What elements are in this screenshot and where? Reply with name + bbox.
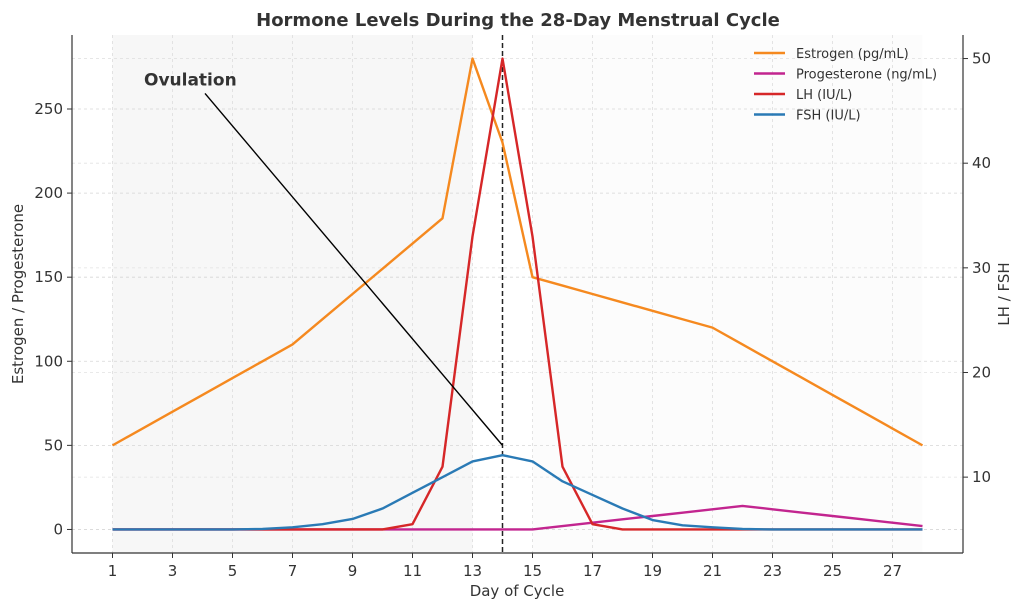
y-left-tick-label: 50 — [44, 436, 63, 454]
x-tick-label: 27 — [883, 562, 902, 580]
y-axis-right-label: LH / FSH — [995, 262, 1013, 325]
x-tick-label: 15 — [523, 562, 542, 580]
legend-label: Progesterone (ng/mL) — [796, 68, 937, 83]
x-tick-label: 1 — [108, 562, 118, 580]
y-left-tick-label: 150 — [34, 268, 63, 286]
y-right-tick-label: 20 — [972, 363, 991, 381]
legend-label: FSH (IU/L) — [796, 109, 861, 124]
annotation: Ovulation — [144, 70, 504, 446]
x-tick-label: 19 — [643, 562, 662, 580]
x-tick-label: 13 — [463, 562, 482, 580]
y-left-tick-label: 200 — [34, 184, 63, 202]
x-tick-label: 3 — [168, 562, 178, 580]
y-axis-left-label: Estrogen / Progesterone — [9, 204, 27, 384]
series-lines — [111, 35, 924, 553]
y-left-tick-label: 0 — [53, 520, 63, 538]
y-right-tick-label: 30 — [972, 259, 991, 277]
y-right-tick-label: 50 — [972, 50, 991, 68]
legend: Estrogen (pg/mL) Progesterone (ng/mL) LH (… — [754, 47, 937, 124]
x-tick-label: 7 — [288, 562, 298, 580]
x-tick-label: 17 — [583, 562, 602, 580]
chart-title: Hormone Levels During the 28-Day Menstru… — [256, 10, 780, 31]
grid — [72, 35, 963, 553]
series-line-fsh — [112, 453, 923, 531]
series-line-estrogen — [111, 57, 924, 447]
y-right-tick-label: 10 — [972, 468, 991, 486]
legend-label: Estrogen (pg/mL) — [796, 47, 909, 62]
x-tick-label: 23 — [763, 562, 782, 580]
shaded-span — [532, 35, 923, 553]
y-left-tick-label: 100 — [34, 352, 63, 370]
x-tick-label: 11 — [403, 562, 422, 580]
x-tick-label: 9 — [348, 562, 358, 580]
y-right-tick-label: 40 — [972, 154, 991, 172]
x-axis-label: Day of Cycle — [470, 582, 565, 600]
axes: 1 3 5 7 9 11 13 15 17 19 21 23 25 2705010015020025010… — [34, 35, 991, 580]
annotation-label: Ovulation — [144, 70, 237, 90]
x-tick-label: 5 — [228, 562, 238, 580]
legend-label: LH (IU/L) — [796, 88, 852, 103]
annotation-arrow — [204, 93, 504, 446]
y-left-tick-label: 250 — [34, 100, 63, 118]
x-tick-label: 25 — [823, 562, 842, 580]
x-tick-label: 21 — [703, 562, 722, 580]
